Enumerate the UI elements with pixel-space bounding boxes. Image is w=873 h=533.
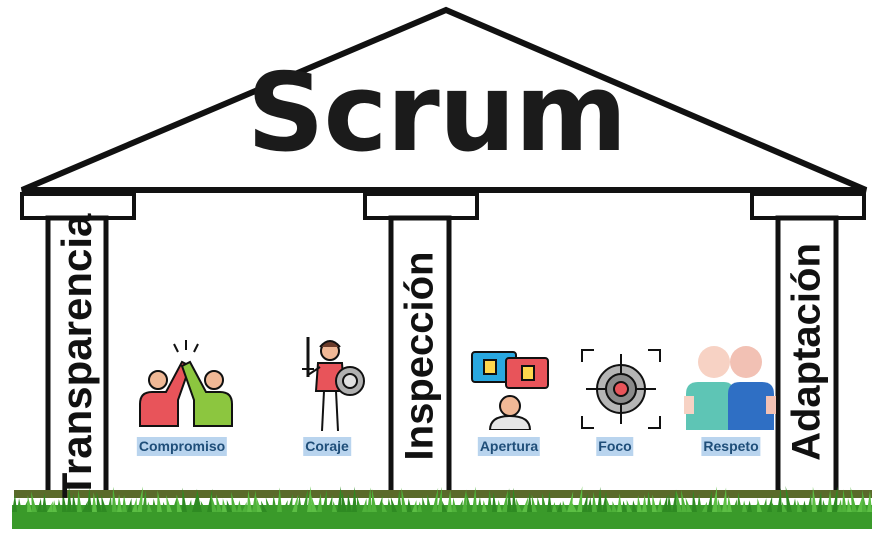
value-label-respeto: Respeto (701, 437, 761, 456)
pillar-shaft-center (388, 215, 452, 497)
value-label-coraje: Coraje (303, 437, 351, 456)
grass (12, 486, 872, 529)
value-label-compromiso: Compromiso (136, 437, 228, 456)
value-label-foco: Foco (596, 437, 634, 456)
pillar-label-transparencia: Transparencia (53, 213, 100, 499)
people-icon (684, 346, 776, 430)
pillar-shaft-right (775, 215, 839, 497)
target-icon (581, 349, 661, 429)
temple-base (14, 490, 872, 498)
temple-roof (20, 6, 868, 193)
high-five-icon (139, 340, 233, 427)
value-label-apertura: Apertura (477, 437, 541, 456)
pillar-capital-right (750, 192, 866, 220)
pillar-shaft-left (45, 215, 109, 497)
warrior-icon (302, 337, 365, 432)
pillar-label-adaptacion: Adaptación (784, 243, 829, 461)
pillar-label-inspeccion: Inspección (397, 251, 442, 461)
diagram-title: Scrum (246, 51, 628, 176)
feedback-person-icon (471, 351, 549, 430)
pillar-capital-center (363, 192, 479, 220)
